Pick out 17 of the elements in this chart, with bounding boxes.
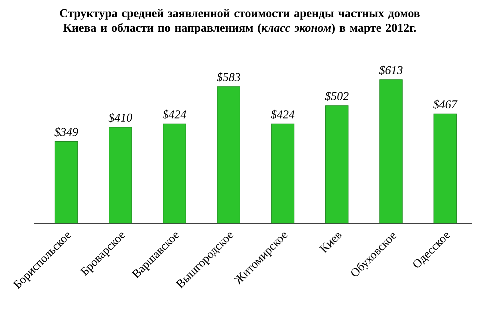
- data-label: $467: [434, 100, 458, 110]
- data-label: $502: [325, 92, 349, 102]
- bar: [217, 86, 240, 224]
- data-label: $424: [162, 110, 186, 120]
- data-label: $410: [108, 113, 132, 123]
- data-label: $424: [271, 110, 295, 120]
- bar: [271, 124, 295, 224]
- data-label: $583: [217, 72, 240, 82]
- bar: [434, 114, 457, 224]
- bar: [54, 142, 78, 224]
- data-label: $613: [379, 66, 403, 76]
- bar: [380, 80, 403, 224]
- bar: [326, 106, 349, 224]
- bar: [163, 124, 186, 224]
- chart-title: Структура средней заявленной стоимости аренды частных домов Киева и области по направлениям (класс эконом) в марте 2012г.: [60, 9, 420, 34]
- bar: [109, 127, 132, 224]
- data-label: $349: [54, 128, 78, 138]
